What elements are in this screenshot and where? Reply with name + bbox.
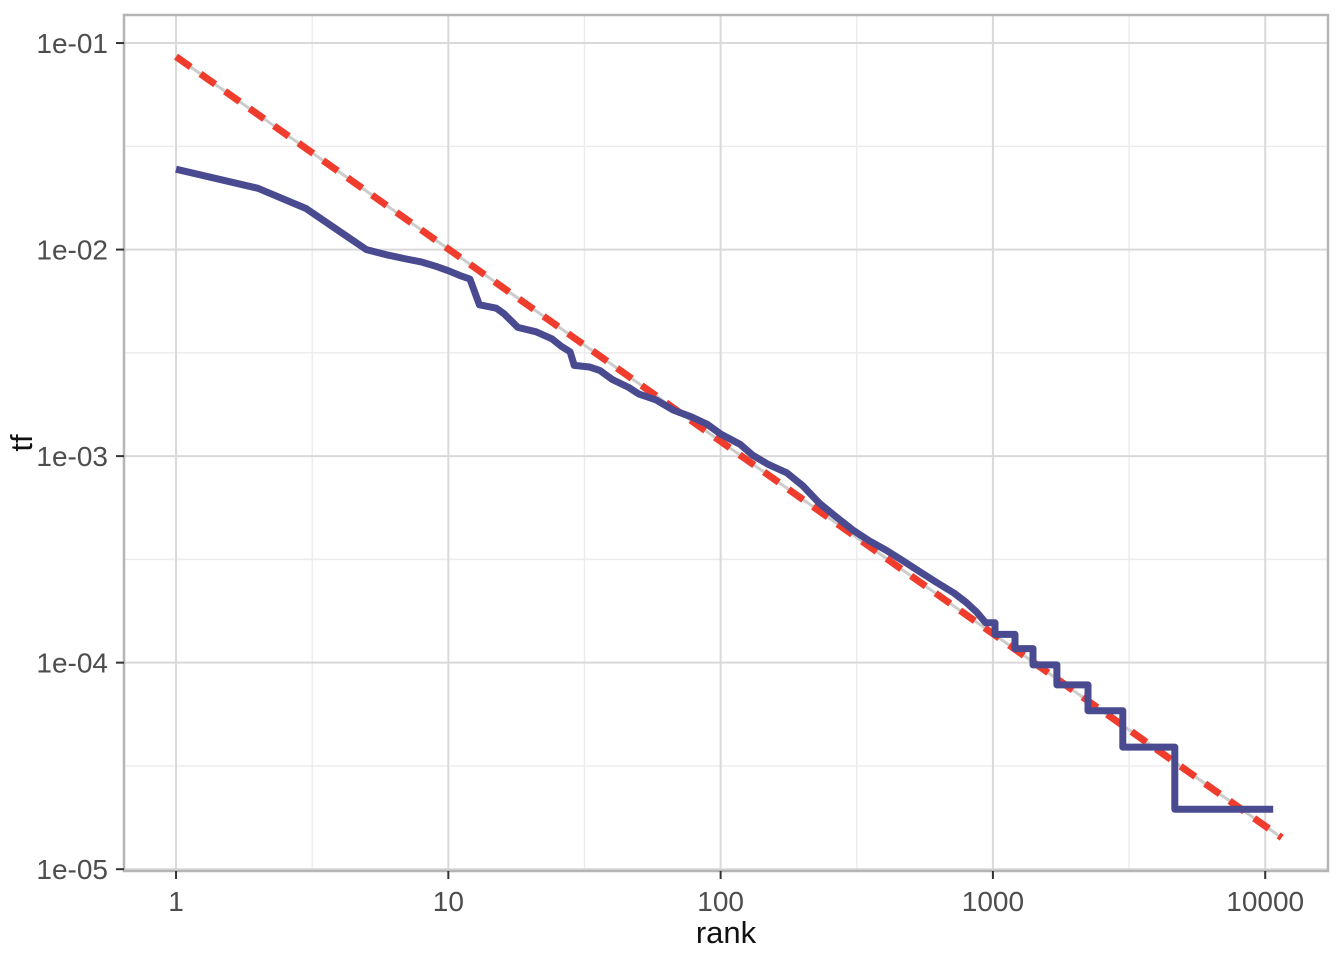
y-tick-label: 1e-04 [36,648,108,679]
series-lines [173,53,1284,841]
series-term-frequency-line [175,165,1274,813]
x-tick-label: 1 [168,886,184,917]
x-tick-label: 10000 [1226,886,1304,917]
y-tick-label: 1e-05 [36,854,108,885]
y-tick-label: 1e-03 [36,441,108,472]
y-tick-label: 1e-01 [36,28,108,59]
y-axis-ticks: 1e-01 1e-02 1e-03 1e-04 1e-05 [36,28,124,885]
series-zipf-fit-line [173,53,1284,841]
x-tick-label: 10 [433,886,464,917]
x-axis-title: rank [696,915,757,950]
y-tick-label: 1e-02 [36,235,108,266]
x-tick-label: 100 [697,886,744,917]
panel-border [122,13,1330,873]
y-axis-title: tf [4,434,39,452]
x-axis-ticks: 1 10 100 1000 10000 [168,871,1304,917]
x-tick-label: 1000 [962,886,1024,917]
grid-minor [124,15,1328,871]
grid-major [124,15,1328,871]
